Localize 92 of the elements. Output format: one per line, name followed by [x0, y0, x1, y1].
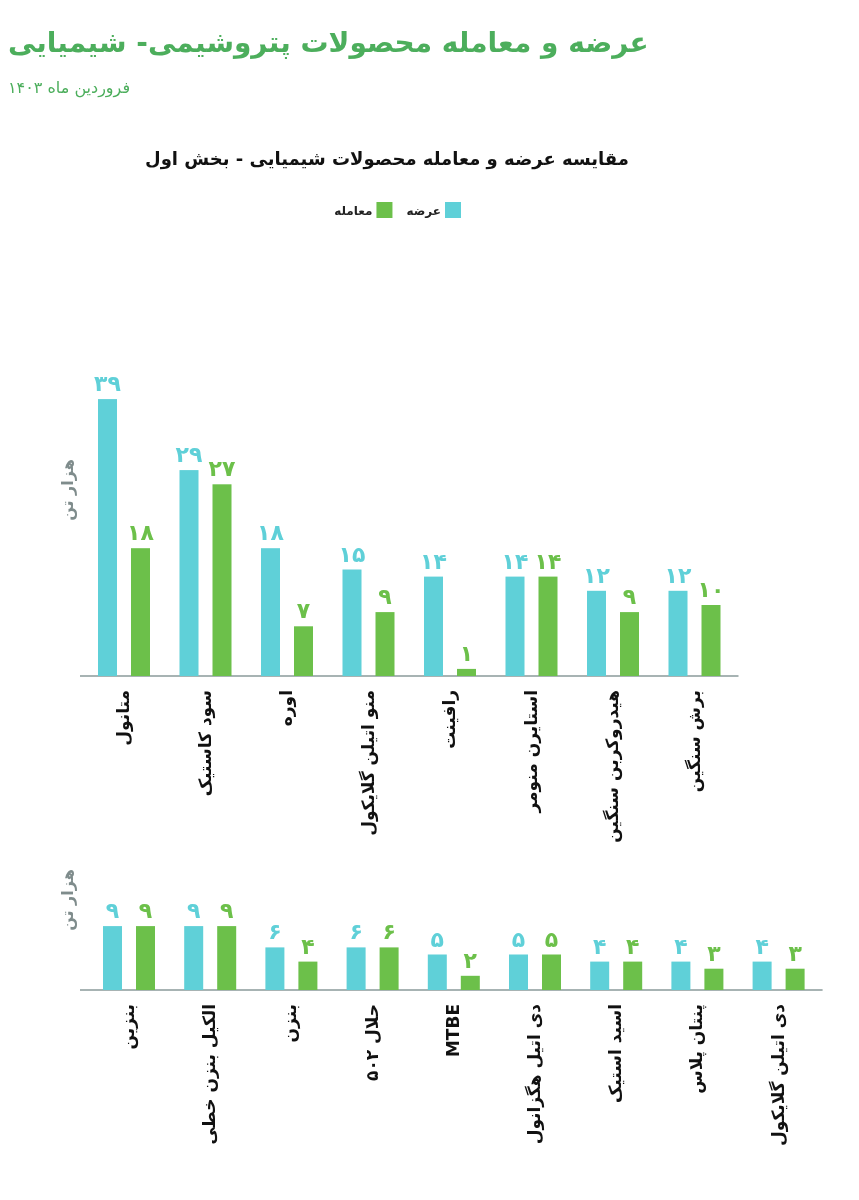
- y-axis-title: هزار تن: [57, 459, 77, 521]
- data-label: ۹: [186, 898, 201, 924]
- data-label: ۴: [301, 933, 315, 959]
- chart-title: مقایسه عرضه و معامله محصولات شیمیایی - بخش اول: [145, 148, 629, 170]
- data-label: ۴: [674, 933, 688, 959]
- data-label: ۱۲: [664, 562, 692, 588]
- bar: [103, 926, 122, 990]
- bar: [505, 576, 525, 676]
- x-tick-label: منو اتیلن گلایکول: [357, 690, 379, 836]
- data-label: ۹: [622, 584, 637, 610]
- legend-label: معامله: [334, 204, 373, 218]
- data-label: ۱: [459, 640, 474, 666]
- bar: [668, 590, 688, 676]
- bar: [587, 590, 606, 676]
- data-label: ۶: [349, 919, 363, 945]
- data-label: ۲۹: [175, 442, 203, 468]
- data-label: ۱۴: [501, 548, 529, 574]
- bar: [623, 961, 643, 990]
- x-tick-label: رافینت: [439, 690, 459, 749]
- bar: [427, 954, 447, 990]
- x-tick-label: دی اتیلن گلایکول: [767, 1003, 789, 1147]
- x-tick-label: دی اتیل هگزانول: [524, 1003, 545, 1145]
- x-tick-label: برش سنگین: [683, 690, 705, 793]
- data-label: ۱۵: [338, 541, 366, 567]
- bar: [212, 484, 232, 676]
- bar: [590, 961, 610, 990]
- bar: [424, 576, 443, 676]
- bar: [457, 668, 476, 676]
- data-label: ۴: [755, 933, 769, 959]
- bar: [701, 605, 721, 676]
- x-tick-label: استایرن منومر: [520, 690, 542, 814]
- bar: [460, 975, 480, 990]
- bar: [98, 399, 117, 676]
- x-tick-label: الکیل بنزن خطی: [199, 1004, 221, 1145]
- text: عرضه و معامله محصولات پتروشیمی- شیمیایی: [8, 26, 649, 59]
- data-label: ۶: [382, 919, 396, 945]
- x-tick-label: پنتان پلاس: [686, 1004, 708, 1094]
- data-label: ۱۲: [583, 562, 611, 588]
- data-label: ۴: [592, 933, 607, 959]
- bar: [294, 626, 313, 676]
- bar: [217, 926, 237, 990]
- data-label: ۲: [463, 947, 478, 973]
- data-label: ۱۸: [127, 520, 155, 546]
- x-tick-label: بنزن: [280, 1004, 302, 1043]
- legend-label: عرضه: [406, 204, 441, 218]
- data-label: ۳: [707, 940, 722, 966]
- data-label: ۱۴: [534, 548, 562, 574]
- data-label: ۵: [430, 926, 445, 952]
- x-tick-label: متانول: [113, 690, 134, 746]
- bar: [298, 961, 318, 990]
- data-label: ۴: [625, 933, 640, 959]
- bar: [379, 947, 399, 990]
- bar: [704, 968, 724, 990]
- x-tick-label: حلال ۵۰۲: [361, 1004, 382, 1081]
- bar: [342, 569, 362, 676]
- data-label: ۹: [105, 898, 120, 924]
- bar: [179, 470, 199, 676]
- data-label: ۳: [788, 940, 803, 966]
- data-label: ۱۸: [257, 520, 285, 546]
- data-label: ۳۹: [94, 371, 121, 397]
- x-tick-label: بنزین: [118, 1004, 139, 1050]
- x-tick-label: هیدروکربن سنگین: [602, 690, 623, 843]
- bar: [184, 926, 204, 990]
- data-label: ۵: [544, 926, 559, 952]
- bar: [375, 612, 395, 676]
- x-tick-label: اسید استیک: [605, 1004, 626, 1104]
- data-label: ۶: [268, 919, 282, 945]
- bar: [542, 954, 561, 990]
- data-label: ۱۴: [420, 548, 447, 574]
- bar: [131, 548, 150, 676]
- data-label: ۷: [296, 598, 311, 624]
- x-tick-label: MTBE: [442, 1004, 463, 1058]
- data-label: ۹: [138, 898, 153, 924]
- bar: [752, 961, 772, 990]
- text: فروردین ماه ۱۴۰۳: [8, 78, 131, 98]
- bar: [509, 954, 528, 990]
- data-label: ۵: [511, 926, 526, 952]
- x-tick-label: اوره: [276, 690, 297, 727]
- bar: [261, 548, 280, 676]
- bar: [785, 968, 805, 990]
- data-label: ۱۰: [697, 577, 725, 602]
- y-axis-title: هزار تن: [57, 869, 77, 931]
- bar: [136, 926, 155, 990]
- data-label: ۹: [378, 584, 392, 610]
- data-label: ۲۷: [208, 456, 236, 482]
- data-label: ۹: [219, 898, 234, 924]
- bar: [620, 612, 639, 676]
- bar: [671, 961, 691, 990]
- bar: [265, 947, 285, 990]
- bar: [538, 576, 558, 676]
- bar: [346, 947, 366, 990]
- x-tick-label: سود کاستیک: [194, 690, 216, 797]
